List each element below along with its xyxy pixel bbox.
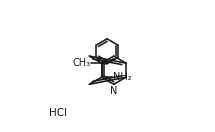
Text: N: N bbox=[110, 86, 117, 96]
Text: CH₃: CH₃ bbox=[73, 58, 91, 68]
Text: NH₂: NH₂ bbox=[113, 72, 132, 82]
Text: HCl: HCl bbox=[49, 108, 67, 118]
